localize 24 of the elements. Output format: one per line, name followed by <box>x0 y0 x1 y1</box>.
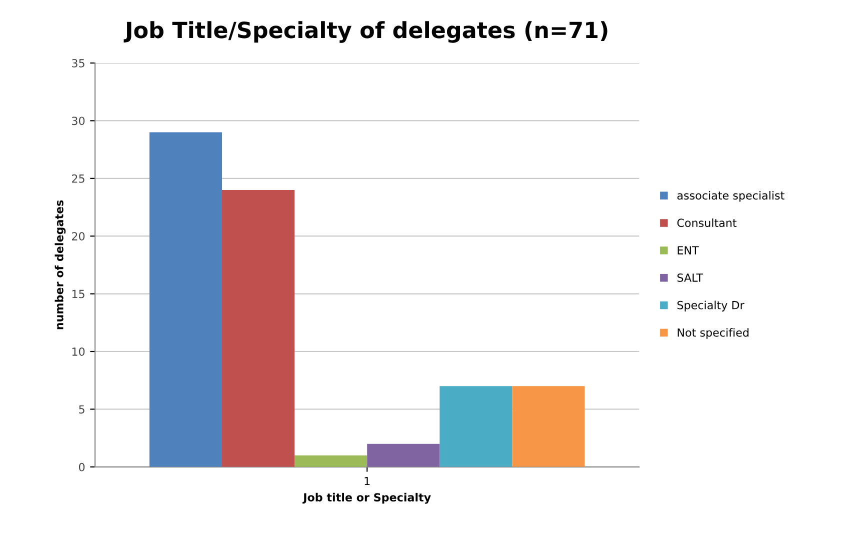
legend-label: ENT <box>678 246 699 254</box>
y-tick-label: 15 <box>72 290 84 298</box>
bar <box>149 132 222 467</box>
y-tick-label: 30 <box>72 116 85 126</box>
bar <box>512 386 585 467</box>
bar <box>440 386 512 467</box>
bar <box>222 190 295 467</box>
y-tick-label: 0 <box>78 462 85 472</box>
x-tick-label: 1 <box>364 476 370 486</box>
legend-label: Specialty Dr <box>677 300 744 312</box>
y-tick-label: 20 <box>72 232 85 240</box>
legend-label: SALT <box>677 273 704 282</box>
legend-label: associate specialist <box>677 191 784 202</box>
bar <box>367 444 440 467</box>
y-tick-label: 5 <box>79 405 84 414</box>
legend-label: Not specified <box>678 328 748 339</box>
x-axis-title: Job title or Specialty <box>302 492 431 504</box>
y-tick-label: 25 <box>72 174 84 183</box>
y-tick-label: 35 <box>72 58 84 68</box>
y-axis-title: number of delegates <box>54 200 66 330</box>
y-tick-label: 10 <box>72 347 85 356</box>
chart-title: Job Title/Specialty of delegates (n=71) <box>124 21 608 43</box>
bar <box>294 455 368 467</box>
legend-label: Consultant <box>677 218 737 228</box>
